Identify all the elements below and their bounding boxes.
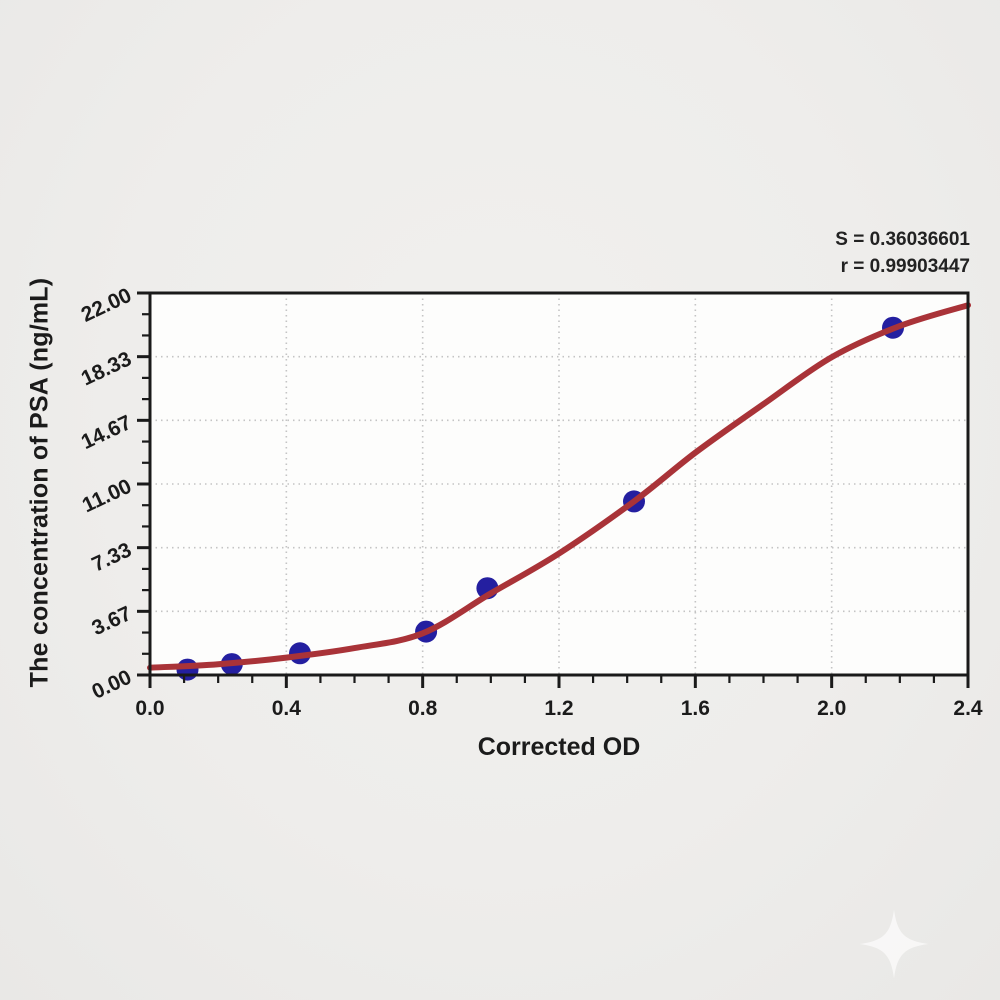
sparkle-watermark-icon	[859, 909, 929, 979]
x-axis-title: Corrected OD	[477, 733, 641, 761]
stat-r-value: r = 0.99903447	[840, 256, 970, 277]
y-tick-label: 0.00	[88, 666, 135, 704]
y-axis-title: The concentration of PSA (ng/mL)	[25, 277, 54, 688]
x-tick-label: 0.4	[272, 697, 302, 720]
x-tick-label: 0.0	[135, 697, 164, 720]
y-tick-label: 14.67	[78, 411, 135, 454]
y-tick-label: 22.00	[78, 284, 135, 327]
x-tick-label: 2.4	[953, 697, 983, 720]
y-tick-label: 7.33	[88, 538, 135, 576]
fit-statistics: S = 0.36036601 r = 0.99903447	[835, 226, 970, 280]
y-tick-label: 11.00	[79, 475, 135, 518]
x-tick-label: 2.0	[817, 697, 846, 720]
x-tick-label: 1.2	[544, 697, 573, 720]
x-tick-label: 0.8	[408, 697, 438, 720]
stat-s-value: S = 0.36036601	[835, 229, 970, 250]
x-tick-label: 1.6	[681, 697, 710, 720]
data-point	[176, 658, 199, 681]
y-tick-label: 18.33	[78, 347, 135, 390]
fit-curve	[147, 302, 971, 671]
y-tick-label: 3.67	[88, 602, 135, 640]
